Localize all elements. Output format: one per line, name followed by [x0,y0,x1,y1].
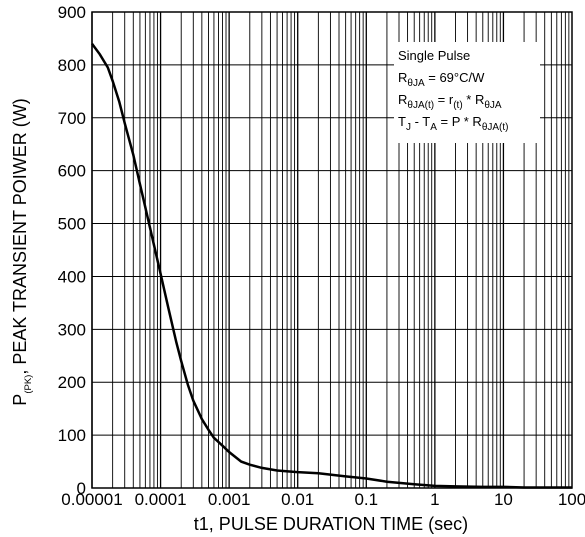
legend-text-run: R [398,92,407,107]
y-tick-label: 300 [58,320,86,339]
legend-subscript: A [430,122,437,133]
x-tick-label: 1 [430,490,439,509]
legend-line: RθJA = 69°C/W [398,70,485,89]
series-line [90,42,572,489]
x-tick-label: 0.00001 [61,490,122,509]
legend-text-run: = P * R [437,114,482,129]
y-tick-label: 500 [58,215,86,234]
legend-text-run: R [398,70,407,85]
legend-background [394,42,540,143]
plot-frame [91,11,573,489]
y-tick-label: 0 [77,479,86,498]
y-tick-label: 200 [58,373,86,392]
legend-text-run: = r [434,92,454,107]
y-axis-title-base: P [10,394,30,406]
legend-subscript: θJA(t) [407,100,434,111]
x-tick-label: 0.001 [208,490,251,509]
x-tick-label: 10 [494,490,513,509]
legend-text-run: Single Pulse [398,48,470,63]
legend-text-run: - T [411,114,430,129]
x-tick-label: 100 [558,490,585,509]
y-tick-label: 900 [58,3,86,22]
y-axis-title: P(PK), PEAK TRANSIENT POIWER (W) [10,98,34,405]
x-tick-label: 0.01 [281,490,314,509]
legend-subscript: θJA(t) [482,122,509,133]
legend-subscript: θJA [484,100,502,111]
legend-line: TJ - TA = P * RθJA(t) [398,114,509,133]
y-tick-labels: 0 100 200 300 400 500 600 700 800 900 [58,3,86,498]
legend-line: RθJA(t) = r(t) * RθJA [398,92,502,111]
legend-subscript: (t) [453,100,462,111]
y-axis-title-rest: , PEAK TRANSIENT POIWER (W) [10,98,30,374]
legend-subscript: J [406,122,411,133]
legend-box: Single Pulse RθJA = 69°C/W RθJA(t) = r(t) … [394,42,540,143]
y-tick-label: 600 [58,162,86,181]
x-tick-label: 0.1 [354,490,378,509]
x-tick-label: 0.0001 [135,490,187,509]
legend-text-run: * R [463,92,485,107]
x-tick-labels: 0.00001 0.0001 0.001 0.01 0.1 1 10 100 [61,490,585,509]
legend-subscript: θJA [407,78,425,89]
y-tick-label: 800 [58,56,86,75]
legend-text-run: T [398,114,406,129]
y-tick-label: 400 [58,267,86,286]
legend-text-run: = 69°C/W [425,70,485,85]
y-tick-label: 700 [58,109,86,128]
y-tick-label: 100 [58,426,86,445]
y-axis-title-sub: (PK) [23,375,34,394]
x-axis-title: t1, PULSE DURATION TIME (sec) [194,514,468,534]
legend-line: Single Pulse [398,48,470,63]
